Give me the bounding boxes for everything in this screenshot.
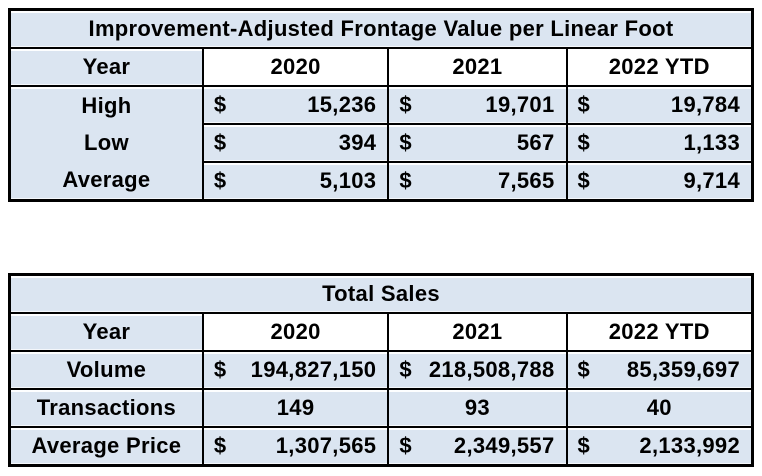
frontage-row-labels: High Low Average [11, 87, 202, 199]
dollar-sign: $ [577, 92, 591, 117]
amount: 218,508,788 [428, 357, 555, 382]
amount: 194,827,150 [250, 357, 377, 382]
cell-avgprice-2022ytd: $ 2,133,992 [567, 428, 751, 464]
dollar-sign: $ [399, 168, 412, 193]
cell-volume-2022ytd: $ 85,359,697 [567, 352, 751, 388]
sales-col-2021: 2021 [389, 314, 566, 350]
dollar-sign: $ [213, 168, 227, 193]
frontage-value-table: Improvement-Adjusted Frontage Value per … [8, 8, 754, 202]
row-label-low: Low [83, 129, 129, 155]
dollar-sign: $ [399, 433, 412, 458]
amount: 85,359,697 [626, 357, 740, 382]
amount: 1,133 [683, 130, 740, 155]
frontage-col-2021: 2021 [389, 49, 566, 85]
sales-col-2020: 2020 [203, 314, 388, 350]
sales-col-2022ytd: 2022 YTD [567, 314, 751, 350]
dollar-sign: $ [577, 433, 591, 458]
frontage-col-2022ytd: 2022 YTD [567, 49, 751, 85]
frontage-year-header: Year [11, 49, 202, 85]
amount: 394 [338, 130, 377, 155]
amount: 1,307,565 [275, 433, 377, 458]
amount: 9,714 [683, 168, 740, 193]
amount: 19,784 [670, 92, 740, 117]
dollar-sign: $ [399, 357, 412, 382]
amount: 19,701 [485, 92, 555, 117]
cell-transactions-2022ytd: 40 [567, 390, 751, 426]
dollar-sign: $ [399, 130, 412, 155]
cell-average-2020: $ 5,103 [203, 163, 388, 199]
amount: 7,565 [497, 168, 555, 193]
cell-volume-2021: $ 218,508,788 [389, 352, 566, 388]
dollar-sign: $ [399, 92, 412, 117]
amount: 2,133,992 [639, 433, 740, 458]
total-sales-title: Total Sales [11, 276, 751, 312]
dollar-sign: $ [213, 92, 227, 117]
frontage-col-2020: 2020 [203, 49, 388, 85]
cell-transactions-2020: 149 [203, 390, 388, 426]
row-label-high: High [81, 92, 132, 118]
cell-low-2022ytd: $ 1,133 [567, 125, 751, 161]
cell-volume-2020: $ 194,827,150 [203, 352, 388, 388]
amount: 15,236 [307, 92, 377, 117]
cell-high-2021: $ 19,701 [389, 87, 566, 123]
row-label-volume: Volume [11, 352, 202, 388]
dollar-sign: $ [577, 357, 591, 382]
dollar-sign: $ [577, 168, 591, 193]
amount: 2,349,557 [453, 433, 555, 458]
amount: 567 [516, 130, 555, 155]
cell-high-2022ytd: $ 19,784 [567, 87, 751, 123]
dollar-sign: $ [213, 357, 227, 382]
dollar-sign: $ [213, 130, 227, 155]
cell-avgprice-2021: $ 2,349,557 [389, 428, 566, 464]
frontage-table-title: Improvement-Adjusted Frontage Value per … [11, 11, 751, 47]
row-label-transactions: Transactions [11, 390, 202, 426]
sales-year-header: Year [11, 314, 202, 350]
dollar-sign: $ [213, 433, 227, 458]
cell-low-2021: $ 567 [389, 125, 566, 161]
cell-avgprice-2020: $ 1,307,565 [203, 428, 388, 464]
row-label-average-price: Average Price [11, 428, 202, 464]
cell-high-2020: $ 15,236 [203, 87, 388, 123]
cell-average-2021: $ 7,565 [389, 163, 566, 199]
total-sales-table: Total Sales Year 2020 2021 2022 YTD Volu… [8, 273, 754, 467]
cell-low-2020: $ 394 [203, 125, 388, 161]
cell-transactions-2021: 93 [389, 390, 566, 426]
cell-average-2022ytd: $ 9,714 [567, 163, 751, 199]
amount: 5,103 [319, 168, 377, 193]
row-label-average: Average [62, 167, 151, 193]
dollar-sign: $ [577, 130, 591, 155]
